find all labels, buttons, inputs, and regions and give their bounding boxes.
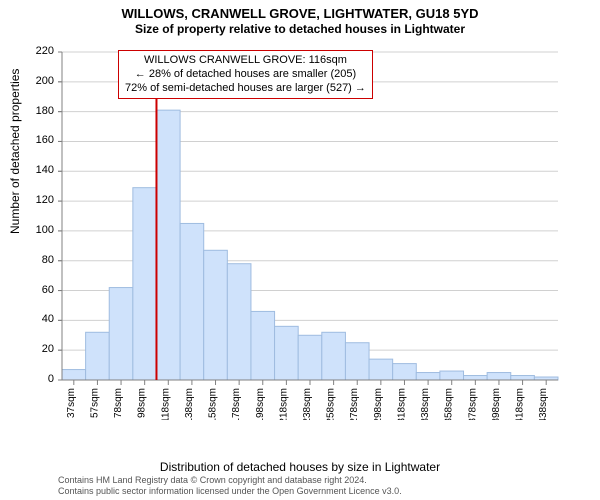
svg-text:78sqm: 78sqm (113, 388, 124, 418)
svg-text:278sqm: 278sqm (349, 388, 360, 420)
y-tick-label: 0 (48, 373, 54, 385)
svg-text:338sqm: 338sqm (420, 388, 431, 420)
annotation-line: WILLOWS CRANWELL GROVE: 116sqm (125, 54, 366, 68)
chart-container: WILLOWS, CRANWELL GROVE, LIGHTWATER, GU1… (0, 0, 600, 500)
svg-text:358sqm: 358sqm (444, 388, 455, 420)
footer-line-2: Contains public sector information licen… (58, 486, 580, 496)
x-axis-label: Distribution of detached houses by size … (0, 460, 600, 474)
svg-text:238sqm: 238sqm (302, 388, 313, 420)
y-tick-label: 120 (36, 194, 54, 206)
plot-wrap: 37sqm 57sqm 78sqm 98sqm 118sqm 138sqm 158sqm 17… (58, 48, 570, 420)
y-tick-label: 200 (36, 75, 54, 87)
y-tick-label: 40 (42, 313, 54, 325)
y-axis-label: Number of detached properties (8, 69, 22, 234)
svg-text:438sqm: 438sqm (538, 388, 549, 420)
y-tick-label: 20 (42, 343, 54, 355)
annotation-line: ← 28% of detached houses are smaller (20… (125, 68, 366, 82)
annotation-box: WILLOWS CRANWELL GROVE: 116sqm← 28% of d… (118, 50, 373, 99)
svg-text:378sqm: 378sqm (467, 388, 478, 420)
title-line-1: WILLOWS, CRANWELL GROVE, LIGHTWATER, GU1… (0, 6, 600, 22)
chart-title: WILLOWS, CRANWELL GROVE, LIGHTWATER, GU1… (0, 0, 600, 37)
y-tick-label: 220 (36, 45, 54, 57)
svg-text:98sqm: 98sqm (137, 388, 148, 418)
svg-text:198sqm: 198sqm (255, 388, 266, 420)
y-tick-label: 140 (36, 164, 54, 176)
svg-text:37sqm: 37sqm (66, 388, 77, 418)
svg-text:258sqm: 258sqm (326, 388, 337, 420)
svg-text:178sqm: 178sqm (231, 388, 242, 420)
footer: Contains HM Land Registry data © Crown c… (58, 475, 580, 496)
footer-line-1: Contains HM Land Registry data © Crown c… (58, 475, 580, 485)
y-tick-label: 160 (36, 134, 54, 146)
svg-text:398sqm: 398sqm (491, 388, 502, 420)
svg-text:418sqm: 418sqm (515, 388, 526, 420)
y-tick-label: 80 (42, 254, 54, 266)
svg-text:298sqm: 298sqm (373, 388, 384, 420)
svg-text:218sqm: 218sqm (278, 388, 289, 420)
svg-text:57sqm: 57sqm (89, 388, 100, 418)
svg-text:318sqm: 318sqm (396, 388, 407, 420)
annotation-line: 72% of semi-detached houses are larger (… (125, 82, 366, 96)
y-tick-label: 60 (42, 284, 54, 296)
y-tick-label: 180 (36, 105, 54, 117)
svg-text:158sqm: 158sqm (208, 388, 219, 420)
y-tick-label: 100 (36, 224, 54, 236)
plot-area: 37sqm 57sqm 78sqm 98sqm 118sqm 138sqm 158sqm 17… (58, 48, 570, 420)
svg-text:118sqm: 118sqm (160, 388, 171, 420)
svg-text:138sqm: 138sqm (184, 388, 195, 420)
title-line-2: Size of property relative to detached ho… (0, 22, 600, 37)
